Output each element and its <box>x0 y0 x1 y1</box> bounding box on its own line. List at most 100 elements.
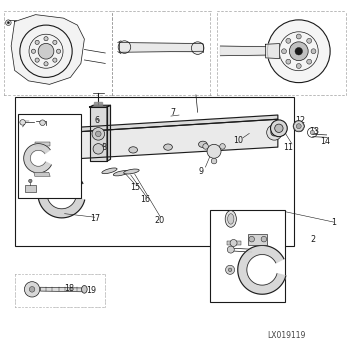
Text: 19: 19 <box>86 286 96 295</box>
Circle shape <box>6 20 11 26</box>
Bar <box>25 186 36 192</box>
Circle shape <box>52 163 58 168</box>
Text: 16: 16 <box>140 195 150 204</box>
Text: 21: 21 <box>69 170 79 180</box>
Circle shape <box>286 59 291 64</box>
Polygon shape <box>49 159 77 173</box>
Text: 18: 18 <box>64 284 74 293</box>
Circle shape <box>310 131 314 134</box>
Polygon shape <box>55 178 70 183</box>
Text: 3: 3 <box>268 266 273 275</box>
Circle shape <box>56 49 61 53</box>
Polygon shape <box>38 170 85 218</box>
Circle shape <box>191 42 204 54</box>
Circle shape <box>267 20 330 83</box>
Text: 17: 17 <box>90 214 100 223</box>
Circle shape <box>249 236 254 242</box>
Ellipse shape <box>102 168 117 174</box>
Polygon shape <box>227 241 241 245</box>
Polygon shape <box>119 43 203 52</box>
Circle shape <box>53 40 57 44</box>
Ellipse shape <box>113 171 129 176</box>
Circle shape <box>118 41 131 53</box>
Circle shape <box>207 144 221 158</box>
Circle shape <box>44 37 48 41</box>
Circle shape <box>29 287 35 292</box>
Text: 9: 9 <box>198 167 204 176</box>
Polygon shape <box>11 15 84 84</box>
Polygon shape <box>90 105 111 107</box>
Circle shape <box>96 131 101 136</box>
Circle shape <box>93 144 104 154</box>
Bar <box>18 114 81 198</box>
Text: 13: 13 <box>309 127 320 136</box>
Circle shape <box>261 236 267 242</box>
Circle shape <box>44 62 48 66</box>
Bar <box>210 210 285 302</box>
Text: 22: 22 <box>19 129 29 138</box>
Text: 2: 2 <box>310 235 315 244</box>
Circle shape <box>271 120 287 136</box>
Polygon shape <box>94 103 103 105</box>
Circle shape <box>271 129 278 136</box>
Circle shape <box>289 42 308 61</box>
Polygon shape <box>107 105 111 161</box>
Circle shape <box>296 124 301 129</box>
Polygon shape <box>34 172 50 176</box>
Circle shape <box>211 158 217 164</box>
Text: 7: 7 <box>171 108 176 117</box>
Circle shape <box>296 64 301 69</box>
Text: 4: 4 <box>261 242 266 251</box>
Circle shape <box>228 268 232 272</box>
Polygon shape <box>90 107 107 161</box>
Circle shape <box>281 49 286 54</box>
Text: 23: 23 <box>43 129 53 138</box>
Circle shape <box>7 22 9 24</box>
Circle shape <box>275 124 283 132</box>
Circle shape <box>20 120 26 125</box>
Polygon shape <box>67 115 278 132</box>
Circle shape <box>227 246 234 253</box>
Ellipse shape <box>225 211 236 227</box>
Circle shape <box>92 128 105 140</box>
Circle shape <box>53 58 57 62</box>
Text: 12: 12 <box>295 117 306 125</box>
Circle shape <box>32 49 36 53</box>
Circle shape <box>293 121 304 132</box>
Polygon shape <box>35 142 49 146</box>
Polygon shape <box>67 119 278 159</box>
Text: 1: 1 <box>331 218 336 226</box>
Text: 8: 8 <box>101 142 106 152</box>
Circle shape <box>225 265 234 274</box>
Polygon shape <box>220 46 266 56</box>
Circle shape <box>38 43 54 59</box>
Text: 5: 5 <box>258 211 263 219</box>
Polygon shape <box>54 172 70 178</box>
Text: 11: 11 <box>283 142 293 152</box>
Polygon shape <box>266 43 280 58</box>
Circle shape <box>40 120 45 126</box>
Circle shape <box>203 144 208 149</box>
Text: 14: 14 <box>320 138 330 146</box>
Circle shape <box>69 163 75 168</box>
Text: 24: 24 <box>46 149 56 159</box>
Text: 20: 20 <box>154 216 164 225</box>
Text: 6: 6 <box>94 117 99 125</box>
Text: 25: 25 <box>25 181 35 190</box>
Polygon shape <box>238 245 286 294</box>
Ellipse shape <box>198 141 207 147</box>
Circle shape <box>295 48 302 55</box>
Circle shape <box>307 59 312 64</box>
Ellipse shape <box>228 214 234 224</box>
Circle shape <box>25 282 40 297</box>
Ellipse shape <box>129 147 138 153</box>
Circle shape <box>267 125 282 140</box>
Polygon shape <box>24 144 51 173</box>
Text: 10: 10 <box>233 136 243 145</box>
Circle shape <box>35 58 39 62</box>
Circle shape <box>29 179 32 183</box>
Ellipse shape <box>82 286 87 293</box>
Circle shape <box>296 34 301 39</box>
Polygon shape <box>41 287 84 292</box>
Bar <box>15 97 294 246</box>
